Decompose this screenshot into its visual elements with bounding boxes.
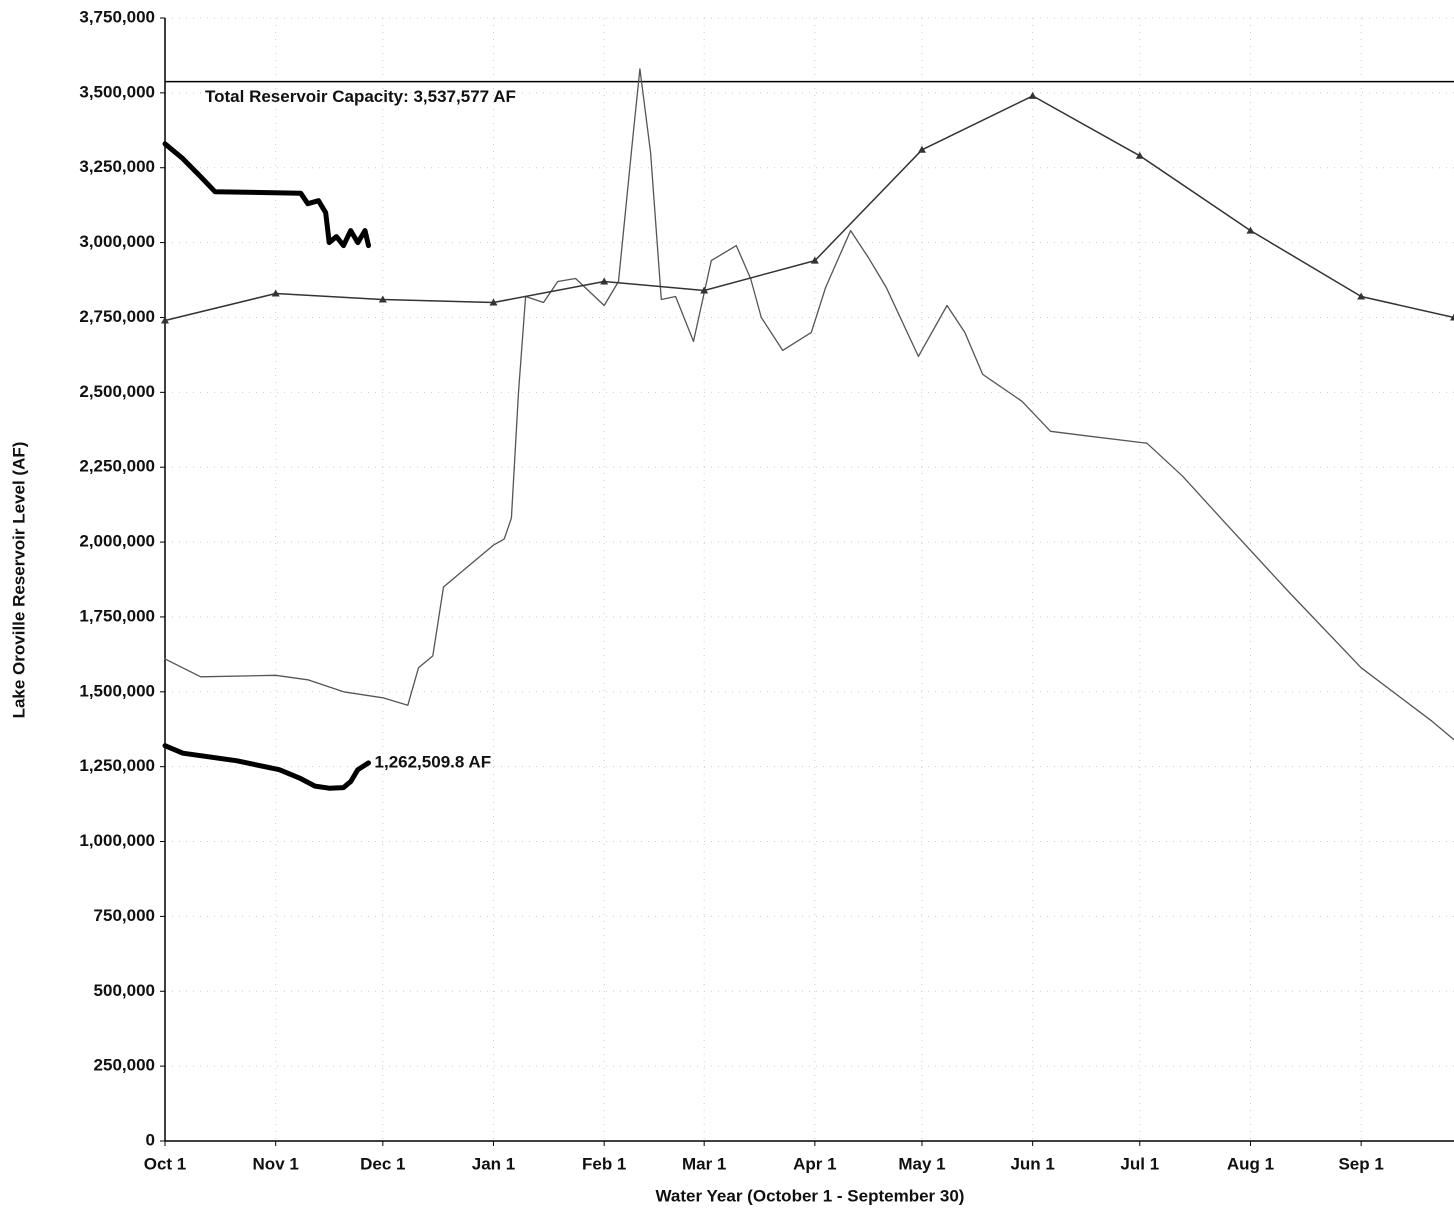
x-tick-label: Feb 1 xyxy=(582,1154,626,1173)
x-tick-label: Jul 1 xyxy=(1120,1154,1159,1173)
point-marker xyxy=(1246,226,1255,234)
x-tick-label: Jan 1 xyxy=(472,1154,515,1173)
y-tick-label: 2,000,000 xyxy=(79,532,155,551)
point-marker xyxy=(1028,91,1037,99)
x-tick-label: Oct 1 xyxy=(144,1154,187,1173)
y-tick-label: 3,000,000 xyxy=(79,232,155,251)
capacity-label: Total Reservoir Capacity: 3,537,577 AF xyxy=(205,87,516,106)
x-tick-label: Sep 1 xyxy=(1338,1154,1383,1173)
x-tick-label: Jun 1 xyxy=(1010,1154,1054,1173)
y-tick-label: 250,000 xyxy=(94,1056,155,1075)
point-marker xyxy=(1135,151,1144,159)
end-label: 1,262,509.8 AF xyxy=(375,752,492,771)
point-marker xyxy=(917,145,926,153)
x-tick-label: Mar 1 xyxy=(682,1154,726,1173)
y-tick-label: 750,000 xyxy=(94,906,155,925)
x-tick-label: Nov 1 xyxy=(253,1154,299,1173)
x-axis-title: Water Year (October 1 - September 30) xyxy=(656,1186,965,1205)
point-marker xyxy=(378,295,387,303)
y-tick-label: 1,500,000 xyxy=(79,681,155,700)
x-tick-label: Apr 1 xyxy=(793,1154,836,1173)
series-line xyxy=(164,95,1454,322)
y-tick-label: 0 xyxy=(146,1130,155,1149)
y-tick-label: 2,500,000 xyxy=(79,382,155,401)
point-marker xyxy=(1450,313,1454,321)
series-line xyxy=(162,141,371,249)
y-tick-label: 3,750,000 xyxy=(79,7,155,26)
point-marker xyxy=(161,316,169,324)
point-marker xyxy=(489,298,498,306)
y-axis-title: Lake Oroville Reservoir Level (AF) xyxy=(9,442,28,719)
point-marker xyxy=(600,277,609,285)
y-tick-label: 1,750,000 xyxy=(79,606,155,625)
series-line xyxy=(162,743,371,791)
y-tick-label: 3,500,000 xyxy=(79,82,155,101)
point-marker xyxy=(1357,292,1366,300)
y-tick-label: 1,250,000 xyxy=(79,756,155,775)
x-tick-label: May 1 xyxy=(898,1154,945,1173)
point-marker xyxy=(271,289,280,297)
series-line xyxy=(164,68,1454,741)
x-tick-label: Aug 1 xyxy=(1227,1154,1274,1173)
y-tick-label: 2,250,000 xyxy=(79,457,155,476)
y-tick-label: 500,000 xyxy=(94,981,155,1000)
y-tick-label: 2,750,000 xyxy=(79,307,155,326)
x-tick-label: Dec 1 xyxy=(360,1154,405,1173)
point-marker xyxy=(700,286,709,294)
point-marker xyxy=(810,256,819,264)
y-tick-label: 1,000,000 xyxy=(79,831,155,850)
y-tick-label: 3,250,000 xyxy=(79,157,155,176)
